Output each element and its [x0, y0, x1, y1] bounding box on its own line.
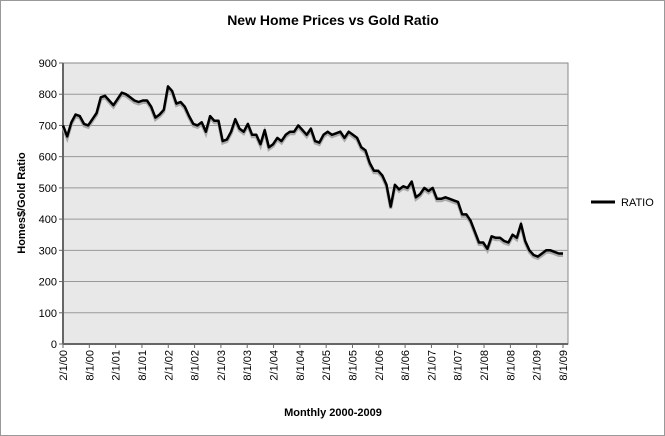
x-tick-label: 8/1/00 — [84, 350, 96, 381]
x-tick-label: 8/1/01 — [137, 350, 149, 381]
y-tick-label: 300 — [39, 245, 57, 257]
x-tick-label: 8/1/08 — [505, 350, 517, 381]
y-axis-label: Homes$/Gold Ratio — [16, 152, 28, 254]
y-tick-label: 800 — [39, 89, 57, 101]
x-tick-label: 8/1/06 — [400, 350, 412, 381]
x-tick-label: 2/1/05 — [321, 350, 333, 381]
x-tick-label: 2/1/04 — [269, 350, 281, 381]
x-tick-label: 2/1/09 — [532, 350, 544, 381]
x-tick-label: 2/1/00 — [58, 350, 70, 381]
x-tick-label: 8/1/02 — [190, 350, 202, 381]
y-tick-label: 700 — [39, 120, 57, 132]
y-tick-label: 100 — [39, 308, 57, 320]
y-tick-label: 200 — [39, 277, 57, 289]
x-tick-label: 2/1/07 — [426, 350, 438, 381]
x-tick-label: 8/1/07 — [453, 350, 465, 381]
legend-label: RATIO — [621, 197, 654, 209]
x-axis-label: Monthly 2000-2009 — [284, 407, 382, 419]
y-tick-label: 900 — [39, 58, 57, 70]
y-tick-label: 600 — [39, 152, 57, 164]
plot-area — [62, 62, 569, 345]
x-tick-label: 8/1/03 — [242, 350, 254, 381]
x-tick-label: 2/1/06 — [374, 350, 386, 381]
legend: RATIO — [591, 197, 654, 209]
x-tick-label: 2/1/08 — [479, 350, 491, 381]
series-line-ratio — [61, 85, 563, 258]
y-tick-label: 400 — [39, 214, 57, 226]
x-tick-label: 2/1/03 — [216, 350, 228, 381]
x-tick-label: 8/1/05 — [347, 350, 359, 381]
y-tick-label: 0 — [51, 339, 57, 351]
x-tick-label: 8/1/09 — [558, 350, 570, 381]
x-tick-label: 2/1/01 — [111, 350, 123, 381]
y-tick-label: 500 — [39, 183, 57, 195]
chart-title: New Home Prices vs Gold Ratio — [227, 12, 439, 28]
x-tick-label: 2/1/02 — [163, 350, 175, 381]
x-tick-label: 8/1/04 — [295, 350, 307, 381]
